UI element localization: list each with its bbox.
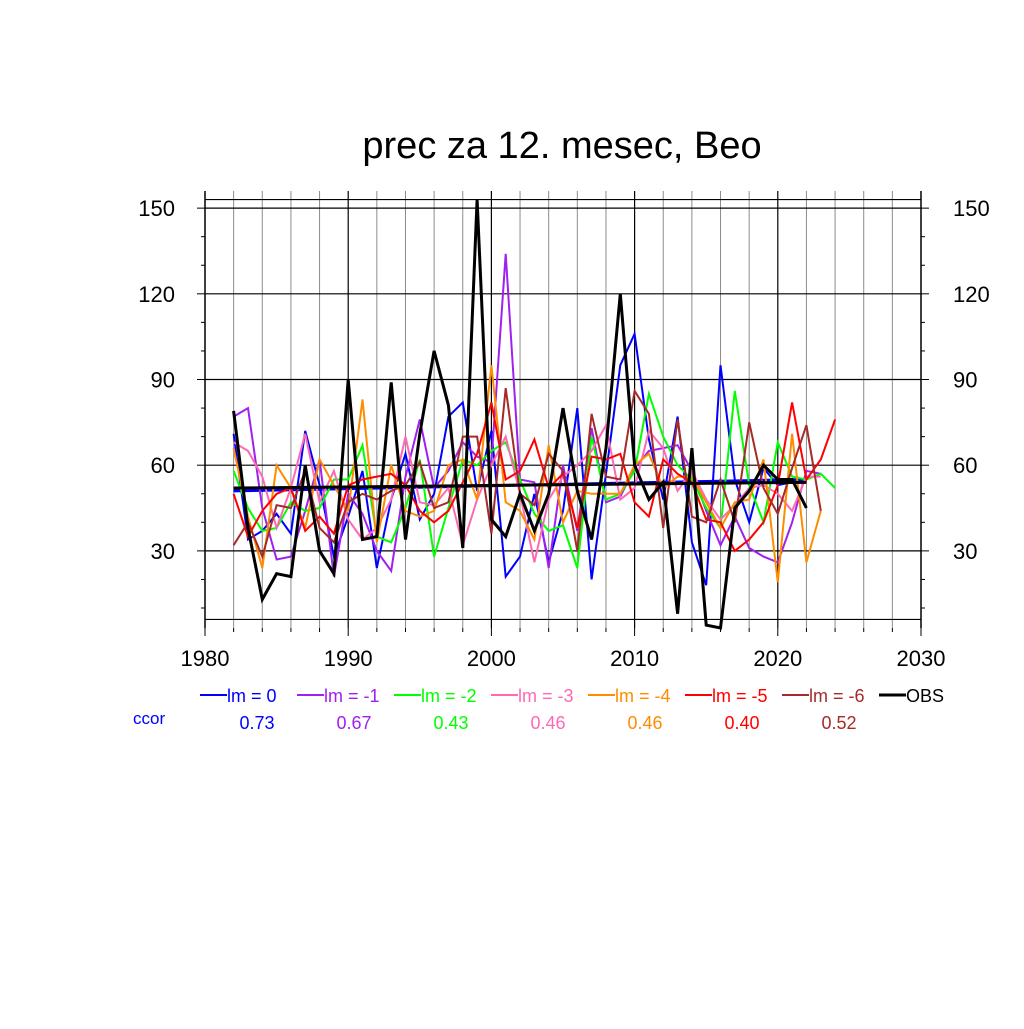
ccor-value-5: 0.40 (724, 713, 759, 733)
x-tick-label: 2030 (897, 646, 946, 671)
legend-label-5: lm = -5 (712, 686, 768, 706)
legend-label-0: lm = 0 (227, 686, 277, 706)
y-tick-label-left: 30 (151, 539, 175, 564)
legend-label-3: lm = -3 (518, 686, 574, 706)
axes: 30 30 60 60 90 90 120 120 150 150 1980 1990 2000 2010… (138, 191, 990, 671)
y-tick-label-right: 150 (953, 196, 990, 221)
legend-label-2: lm = -2 (421, 686, 477, 706)
chart-title: prec za 12. mesec, Beo (362, 125, 761, 167)
x-tick-label: 1980 (181, 646, 230, 671)
x-tick-label: 2010 (610, 646, 659, 671)
legend-label-1: lm = -1 (324, 686, 380, 706)
trend-line-7 (233, 480, 807, 490)
legend-label-7: OBS (906, 686, 944, 706)
series-line-2 (232, 389, 836, 569)
grid (205, 191, 921, 628)
y-tick-label-right: 60 (953, 453, 977, 478)
ccor-label: ccor (133, 709, 165, 728)
y-tick-label-left: 150 (138, 196, 175, 221)
series-line-1 (233, 253, 821, 577)
series-line-4 (232, 365, 822, 583)
y-tick-label-left: 120 (138, 282, 175, 307)
ccor-value-6: 0.52 (821, 713, 856, 733)
legend: lm = 0 0.73 lm = -1 0.67 lm = -2 0.43 lm = -3 0… (133, 686, 944, 733)
y-tick-label-right: 120 (953, 282, 990, 307)
y-tick-label-right: 90 (953, 368, 977, 393)
series-line-3 (233, 422, 821, 563)
ccor-value-0: 0.73 (239, 713, 274, 733)
y-tick-label-left: 60 (151, 453, 175, 478)
series-layer (232, 199, 837, 630)
legend-label-6: lm = -6 (809, 686, 865, 706)
ccor-value-3: 0.46 (530, 713, 565, 733)
ccor-value-1: 0.67 (336, 713, 371, 733)
x-tick-label: 1990 (324, 646, 373, 671)
x-tick-label: 2000 (467, 646, 516, 671)
series-line-5 (232, 402, 837, 553)
ccor-value-4: 0.46 (627, 713, 662, 733)
y-tick-label-right: 30 (953, 539, 977, 564)
series-line-7 (232, 199, 808, 630)
series-line-6 (232, 387, 822, 560)
x-tick-label: 2020 (753, 646, 802, 671)
ccor-value-2: 0.43 (433, 713, 468, 733)
y-tick-label-left: 90 (151, 368, 175, 393)
legend-label-4: lm = -4 (615, 686, 671, 706)
